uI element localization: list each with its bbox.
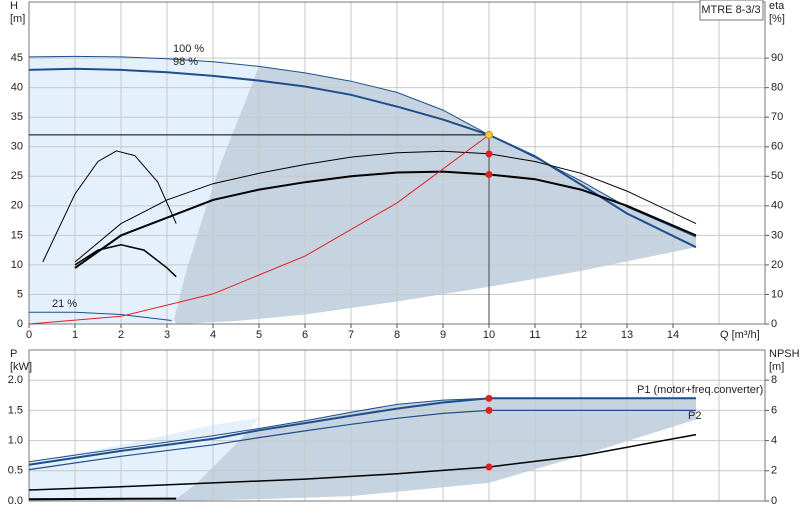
curve — [28, 409, 696, 471]
y-axis-label: H — [10, 0, 18, 12]
annotation: 21 % — [52, 298, 77, 310]
y-tick-label: 1.5 — [8, 404, 23, 416]
y-tick-label: 20 — [11, 200, 23, 212]
x-tick-label: 4 — [210, 329, 216, 341]
x-tick-label: 6 — [302, 329, 308, 341]
y-tick-label: 15 — [11, 229, 23, 241]
curve — [74, 170, 697, 269]
duty-point — [485, 150, 493, 158]
x-tick-label: 12 — [575, 329, 587, 341]
y-axis-label: P — [10, 348, 17, 360]
y2-axis-unit: [%] — [769, 13, 785, 25]
y2-tick-label: 50 — [771, 170, 783, 182]
annotation: 98 % — [173, 56, 198, 68]
y-tick-label: 10 — [11, 259, 23, 271]
curve — [74, 244, 177, 278]
curve — [28, 134, 490, 325]
duty-point — [485, 463, 493, 471]
y-tick-label: 2.0 — [8, 374, 23, 386]
y2-axis-label: NPSH — [769, 348, 800, 360]
y-tick-label: 0 — [17, 318, 23, 330]
x-tick-label: 13 — [621, 329, 633, 341]
duty-point — [485, 171, 493, 179]
y-axis-unit: [kW] — [10, 361, 32, 373]
annotation: 100 % — [173, 43, 204, 55]
curve — [28, 397, 696, 466]
duty-point — [485, 130, 493, 139]
duty-point — [485, 394, 493, 402]
y-tick-label: 0.5 — [8, 465, 23, 477]
y2-tick-label: 60 — [771, 141, 783, 153]
annotation: P2 — [688, 410, 701, 422]
x-tick-label: 1 — [72, 329, 78, 341]
plot-frame — [28, 349, 766, 502]
y-tick-label: 5 — [17, 288, 23, 300]
curve — [28, 497, 177, 501]
badge-text: MTRE 8-3/3 — [701, 4, 760, 16]
y2-tick-label: 20 — [771, 259, 783, 271]
y2-tick-label: 6 — [771, 404, 777, 416]
x-tick-label: 5 — [256, 329, 262, 341]
y2-tick-label: 30 — [771, 229, 783, 241]
x-tick-label: 8 — [394, 329, 400, 341]
y2-tick-label: 0 — [771, 318, 777, 330]
y-tick-label: 40 — [11, 82, 23, 94]
x-tick-label: 0 — [26, 329, 32, 341]
y2-axis-unit: [m] — [769, 361, 784, 373]
y-tick-label: 0.0 — [8, 495, 23, 507]
y2-tick-label: 70 — [771, 111, 783, 123]
y-axis-unit: [m] — [10, 13, 25, 25]
curve — [28, 433, 697, 491]
duty-point — [485, 406, 493, 414]
y2-tick-label: 4 — [771, 435, 777, 447]
y2-axis-label: eta — [769, 0, 785, 12]
annotation: P1 (motor+freq.converter) — [637, 384, 763, 396]
y-tick-label: 25 — [11, 170, 23, 182]
curve — [28, 67, 697, 249]
curve — [42, 150, 177, 263]
y-tick-label: 30 — [11, 141, 23, 153]
x-tick-label: 14 — [667, 329, 679, 341]
y2-tick-label: 40 — [771, 200, 783, 212]
x-tick-label: 2 — [118, 329, 124, 341]
x-tick-label: 7 — [348, 329, 354, 341]
y2-tick-label: 10 — [771, 288, 783, 300]
x-tick-label: 10 — [483, 329, 495, 341]
y-tick-label: 1.0 — [8, 435, 23, 447]
curve — [28, 397, 696, 463]
y2-tick-label: 8 — [771, 374, 777, 386]
x-axis-label: Q [m³/h] — [720, 329, 760, 341]
curve — [29, 311, 172, 321]
y2-tick-label: 2 — [771, 465, 777, 477]
badge-box — [699, 0, 764, 21]
y-tick-label: 45 — [11, 52, 23, 64]
y2-tick-label: 0 — [771, 495, 777, 507]
curve — [74, 150, 697, 263]
x-tick-label: 11 — [529, 329, 540, 341]
x-tick-label: 9 — [440, 329, 446, 341]
low-speed-area — [29, 418, 259, 501]
y2-tick-label: 80 — [771, 82, 783, 94]
curve — [28, 55, 697, 238]
y2-tick-label: 90 — [771, 52, 783, 64]
y-tick-label: 35 — [11, 111, 23, 123]
x-tick-label: 3 — [164, 329, 170, 341]
